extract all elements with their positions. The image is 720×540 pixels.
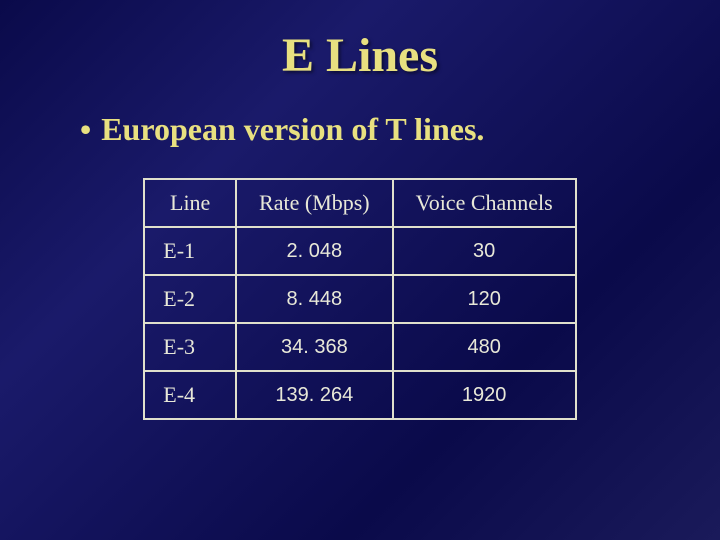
cell-rate: 2. 048 <box>236 227 393 275</box>
data-table: Line Rate (Mbps) Voice Channels E-1 2. 0… <box>143 178 576 420</box>
cell-channels: 1920 <box>393 371 576 419</box>
cell-channels: 120 <box>393 275 576 323</box>
cell-channels: 30 <box>393 227 576 275</box>
table-container: Line Rate (Mbps) Voice Channels E-1 2. 0… <box>0 148 720 420</box>
bullet-line: • European version of T lines. <box>0 83 720 148</box>
bullet-icon: • <box>80 111 91 148</box>
cell-line: E-3 <box>144 323 236 371</box>
cell-rate: 34. 368 <box>236 323 393 371</box>
cell-line: E-1 <box>144 227 236 275</box>
table-row: E-4 139. 264 1920 <box>144 371 575 419</box>
table-row: E-2 8. 448 120 <box>144 275 575 323</box>
table-row: E-3 34. 368 480 <box>144 323 575 371</box>
cell-line: E-2 <box>144 275 236 323</box>
col-header-channels: Voice Channels <box>393 179 576 227</box>
table-row: E-1 2. 048 30 <box>144 227 575 275</box>
cell-channels: 480 <box>393 323 576 371</box>
cell-rate: 139. 264 <box>236 371 393 419</box>
cell-line: E-4 <box>144 371 236 419</box>
table-header-row: Line Rate (Mbps) Voice Channels <box>144 179 575 227</box>
cell-rate: 8. 448 <box>236 275 393 323</box>
col-header-line: Line <box>144 179 236 227</box>
subtitle-text: European version of T lines. <box>101 111 484 147</box>
slide-title: E Lines <box>0 0 720 83</box>
col-header-rate: Rate (Mbps) <box>236 179 393 227</box>
